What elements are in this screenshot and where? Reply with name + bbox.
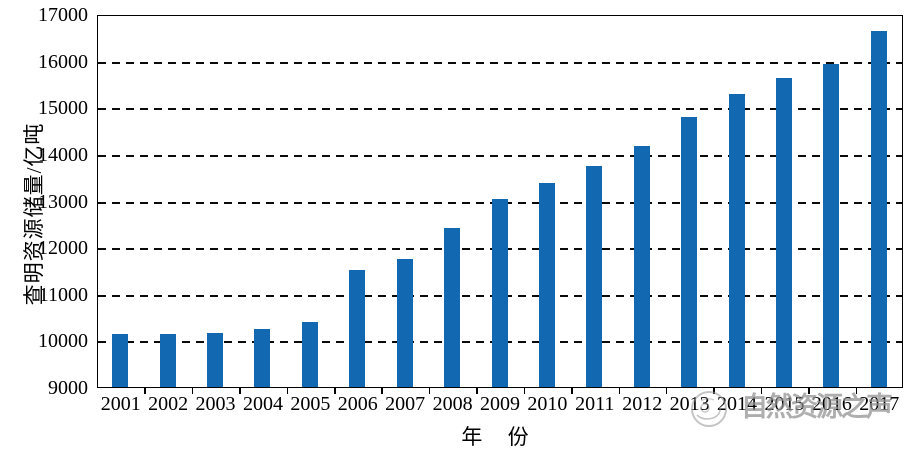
bar-2010 xyxy=(538,183,555,387)
x-tick-label-2012: 2012 xyxy=(622,393,663,415)
y-tick-label-9000: 9000 xyxy=(48,377,88,399)
plot-area xyxy=(97,15,903,388)
x-tick-label-2006: 2006 xyxy=(337,393,378,415)
x-tick-mark xyxy=(808,388,810,394)
x-tick-label-2010: 2010 xyxy=(527,393,568,415)
x-tick-mark xyxy=(191,388,194,394)
y-tick-label-10000: 10000 xyxy=(38,330,88,353)
bar-2014 xyxy=(728,94,745,387)
x-tick-mark xyxy=(523,388,526,394)
x-tick-mark xyxy=(476,388,478,394)
x-tick-mark xyxy=(855,388,858,394)
gridline-y-15000 xyxy=(98,108,902,111)
gridline-y-16000 xyxy=(98,61,902,64)
x-tick-label-2016: 2016 xyxy=(811,393,852,415)
x-tick-mark xyxy=(713,388,715,394)
y-tick-label-11000: 11000 xyxy=(38,283,88,306)
x-tick-label-2015: 2015 xyxy=(764,393,805,415)
x-tick-label-2009: 2009 xyxy=(480,393,520,415)
bar-2016 xyxy=(823,63,840,387)
x-tick-label-2008: 2008 xyxy=(432,393,473,415)
watermark-text: 自然资源之声 xyxy=(741,392,893,422)
x-tick-label-2011: 2011 xyxy=(575,393,615,415)
bar-2011 xyxy=(586,165,603,387)
x-tick-label-2003: 2003 xyxy=(195,393,236,415)
bar-2002 xyxy=(159,333,176,387)
x-tick-mark xyxy=(144,388,146,394)
x-axis-title: 年 份 xyxy=(461,425,539,449)
y-tick-label-13000: 13000 xyxy=(38,190,88,213)
x-tick-label-2014: 2014 xyxy=(717,393,758,415)
x-tick-mark xyxy=(428,388,431,394)
x-tick-label-2005: 2005 xyxy=(290,393,331,415)
x-tick-label-2002: 2002 xyxy=(148,393,189,415)
x-tick-label-2004: 2004 xyxy=(242,393,283,415)
y-tick-label-15000: 15000 xyxy=(38,97,88,120)
watermark-globe-logo-icon xyxy=(687,387,731,436)
bar-2009 xyxy=(491,198,508,387)
bar-2013 xyxy=(681,116,698,387)
bar-2005 xyxy=(301,322,318,387)
bar-2006 xyxy=(349,269,366,387)
x-tick-label-2013: 2013 xyxy=(669,393,710,415)
bar-2007 xyxy=(396,259,413,387)
x-tick-mark xyxy=(665,388,668,394)
bar-2001 xyxy=(112,333,129,387)
bar-2004 xyxy=(254,328,271,387)
x-tick-mark xyxy=(381,388,383,394)
x-tick-mark xyxy=(760,388,763,394)
y-tick-label-16000: 16000 xyxy=(38,50,88,73)
x-tick-mark xyxy=(618,388,621,394)
bar-2017 xyxy=(870,31,887,387)
x-tick-mark xyxy=(286,388,289,394)
x-tick-mark xyxy=(334,388,336,394)
x-tick-label-2001: 2001 xyxy=(100,393,141,415)
x-tick-label-2017: 2017 xyxy=(859,393,900,415)
x-tick-mark xyxy=(239,388,241,394)
gridline-y-14000 xyxy=(98,154,902,157)
y-tick-label-17000: 17000 xyxy=(38,4,88,26)
y-tick-label-12000: 12000 xyxy=(38,237,88,260)
x-tick-mark xyxy=(571,388,573,394)
y-tick-label-14000: 14000 xyxy=(38,143,88,166)
x-tick-label-2007: 2007 xyxy=(385,393,426,415)
bar-2015 xyxy=(775,78,792,387)
bar-2008 xyxy=(444,227,461,387)
bar-2003 xyxy=(207,332,224,387)
bar-2012 xyxy=(633,146,650,387)
